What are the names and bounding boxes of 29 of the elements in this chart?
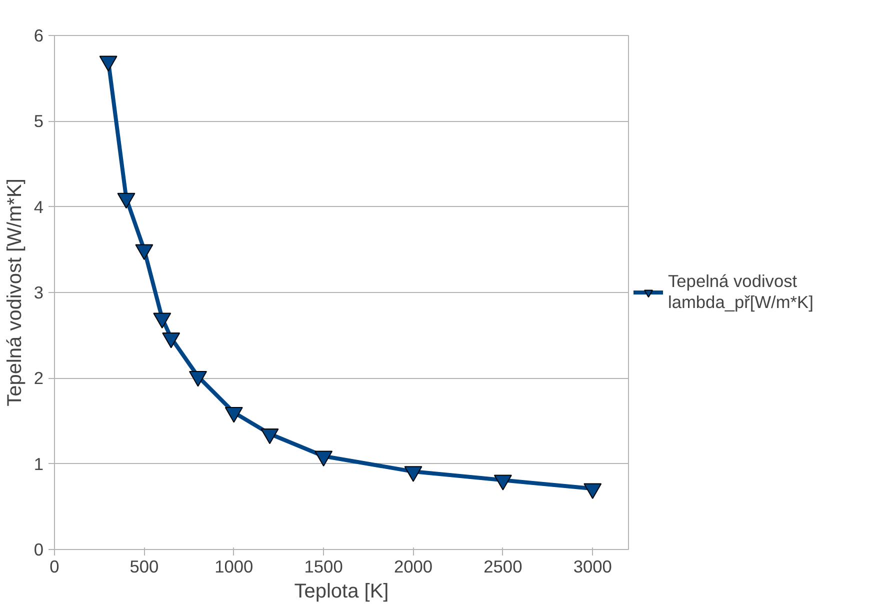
point [99,56,118,72]
y-tick-label: 5 [34,111,44,132]
y-axis-title: Tepelná vodivost [W/m*K] [4,178,26,406]
y-tick-label: 4 [34,196,44,217]
point [260,428,279,444]
x-tick-label: 0 [50,556,60,576]
y-tick-label: 2 [34,368,44,388]
x-tick-label: 500 [130,556,159,576]
point [224,407,243,423]
point [135,244,154,260]
y-tick-label: 3 [34,282,44,302]
x-tick-label: 2000 [394,556,433,576]
x-tick-label: 1000 [214,556,254,576]
point [314,450,333,466]
point [494,474,512,490]
x-tick-label: 1500 [304,556,343,576]
x-axis-title: Teplota [K] [294,580,389,602]
x-tick-label: 3000 [573,556,612,576]
point [153,312,172,329]
y-tick-label: 6 [34,26,44,46]
x-tick-label: 2500 [484,556,522,576]
y-tick-label: 0 [34,540,44,560]
y-tick-label: 1 [34,454,44,474]
point [584,483,602,499]
point [117,192,136,209]
point [162,332,180,348]
point [404,466,422,482]
point [189,371,207,387]
legend-label: Tepelná vodivost lambda_př[W/m*K] [668,271,814,313]
